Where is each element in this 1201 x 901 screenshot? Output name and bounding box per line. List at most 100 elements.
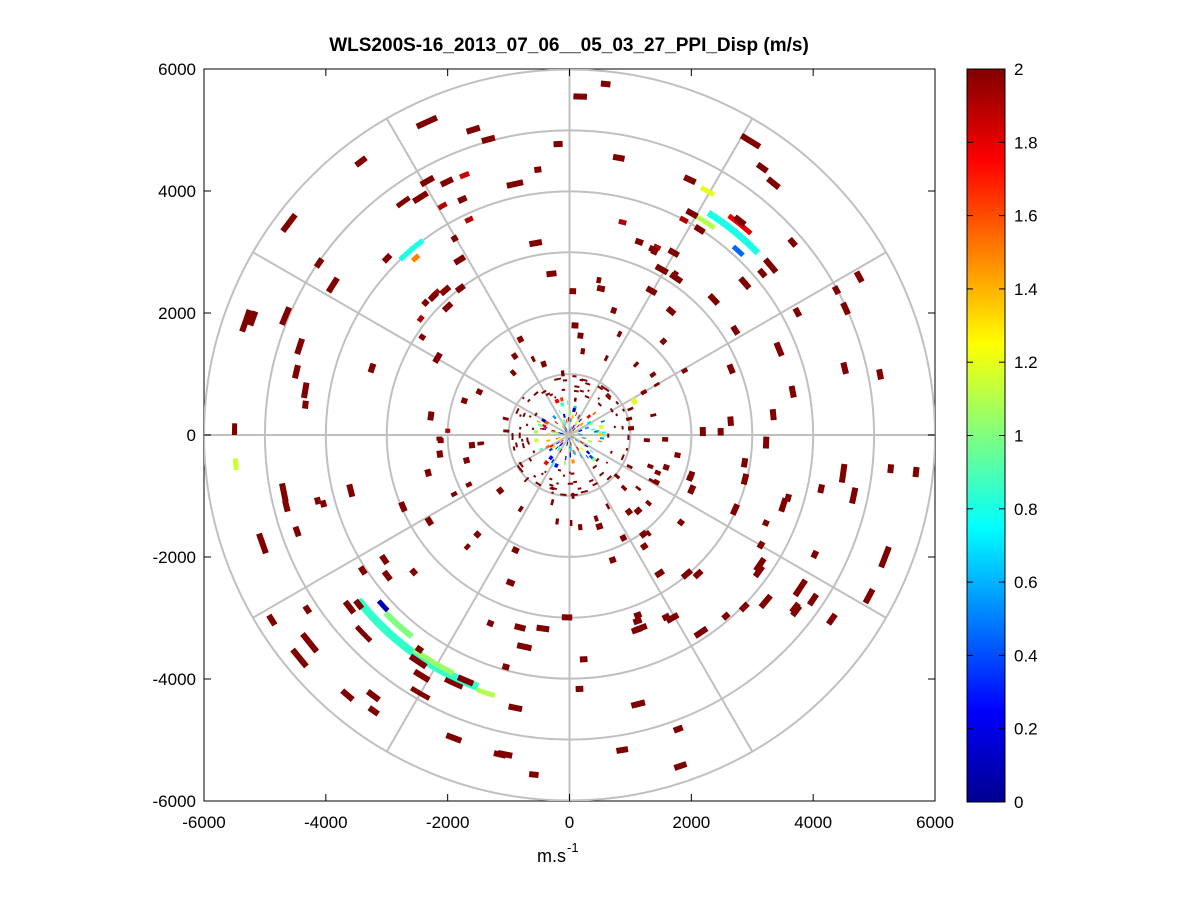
data-gate xyxy=(667,247,680,258)
data-gate-near xyxy=(540,472,544,476)
data-gate xyxy=(419,174,436,188)
data-gate xyxy=(302,604,313,615)
data-gate xyxy=(421,298,430,308)
data-gate-near xyxy=(556,482,559,485)
data-gate-near xyxy=(587,439,593,443)
data-gate xyxy=(817,483,825,494)
data-gate xyxy=(624,507,634,517)
data-gate xyxy=(354,155,368,168)
data-gate xyxy=(528,239,543,248)
data-gate-near xyxy=(549,477,553,481)
data-gate-near xyxy=(580,447,584,452)
data-gate xyxy=(282,499,291,513)
data-gate-near xyxy=(586,414,592,419)
data-gate-near xyxy=(548,447,554,452)
data-arc xyxy=(395,195,411,209)
data-gate-near xyxy=(589,449,594,454)
data-gate xyxy=(633,611,643,620)
data-gate-near xyxy=(560,402,565,407)
y-tick-label: -6000 xyxy=(153,792,196,811)
data-gate xyxy=(408,653,428,670)
data-arc xyxy=(383,610,414,639)
data-gate xyxy=(826,612,838,626)
data-gate-near xyxy=(554,420,559,425)
data-arc xyxy=(437,201,448,211)
data-gate xyxy=(635,485,642,492)
data-gate xyxy=(752,564,766,579)
data-gate-near xyxy=(553,462,559,469)
data-gate-near xyxy=(588,454,594,460)
colorbar-tick-label: 0 xyxy=(1014,793,1023,812)
data-gate xyxy=(546,270,557,278)
data-gate-near xyxy=(592,482,598,487)
data-gate-near xyxy=(552,414,557,420)
data-gate xyxy=(755,161,769,174)
data-gate-near xyxy=(597,385,604,391)
data-gate xyxy=(633,506,643,516)
data-gate xyxy=(325,276,340,294)
y-tick-label: 4000 xyxy=(158,182,196,201)
data-gate xyxy=(757,267,768,279)
data-gate xyxy=(612,153,626,162)
data-gate xyxy=(290,647,309,669)
data-gate-near xyxy=(557,468,562,472)
azimuth-spoke xyxy=(252,434,570,619)
data-gate-near xyxy=(605,394,610,400)
data-gate-near xyxy=(544,470,547,474)
colorbar-tick-label: 1.6 xyxy=(1014,207,1038,226)
data-gate-near xyxy=(551,458,555,464)
data-gate xyxy=(445,732,463,744)
data-gate xyxy=(665,305,677,317)
data-gate xyxy=(528,771,539,779)
data-gate xyxy=(506,179,524,189)
data-gate xyxy=(692,568,704,580)
data-gate xyxy=(465,124,481,135)
data-gate-near xyxy=(526,437,529,443)
data-gate-near xyxy=(609,450,613,454)
data-gate xyxy=(300,632,320,654)
azimuth-spoke xyxy=(569,434,887,619)
azimuth-spoke xyxy=(252,251,570,436)
data-arc xyxy=(630,397,639,406)
data-arc xyxy=(443,677,464,690)
data-gate-near xyxy=(535,481,542,487)
data-gate xyxy=(615,746,629,754)
data-gate xyxy=(608,556,617,564)
data-gate xyxy=(693,224,706,235)
data-arc xyxy=(398,238,425,262)
data-arc xyxy=(475,687,496,698)
data-gate xyxy=(517,505,524,513)
data-gate xyxy=(661,612,671,622)
data-gate-near xyxy=(584,426,590,430)
axis-ticks: -6000 -4000 -2000 0 2000 4000 6000 -6000 -4000 -2… xyxy=(153,60,954,832)
data-gate xyxy=(509,369,517,377)
data-gate xyxy=(301,400,309,409)
data-arc xyxy=(731,244,745,258)
data-gate xyxy=(739,133,762,150)
data-gate-near xyxy=(576,424,580,428)
data-gate xyxy=(840,361,849,375)
data-gate-near xyxy=(545,444,551,449)
data-gate xyxy=(294,337,305,355)
data-arc xyxy=(699,185,716,197)
data-gate xyxy=(773,341,785,357)
data-gate xyxy=(441,301,454,313)
data-gate-near xyxy=(532,450,536,454)
data-gate-near xyxy=(592,411,597,416)
data-gate-near xyxy=(580,489,588,494)
data-gate xyxy=(603,354,609,362)
data-gate xyxy=(427,411,435,421)
data-gate xyxy=(912,466,920,478)
y-tick-label: 6000 xyxy=(158,60,196,79)
chart-title: WLS200S-16_2013_07_06__05_03_27_PPI_Disp… xyxy=(329,35,809,56)
data-gate-near xyxy=(543,459,550,466)
data-arc xyxy=(618,218,627,226)
data-gate-near xyxy=(570,493,578,497)
data-gate xyxy=(398,501,408,513)
data-gate xyxy=(432,351,443,364)
data-gate-near xyxy=(585,450,591,455)
data-gate-near xyxy=(544,420,550,425)
data-gate xyxy=(596,276,602,284)
colorbar-tick-label: 0.4 xyxy=(1014,646,1038,665)
data-gate-near xyxy=(558,443,563,447)
